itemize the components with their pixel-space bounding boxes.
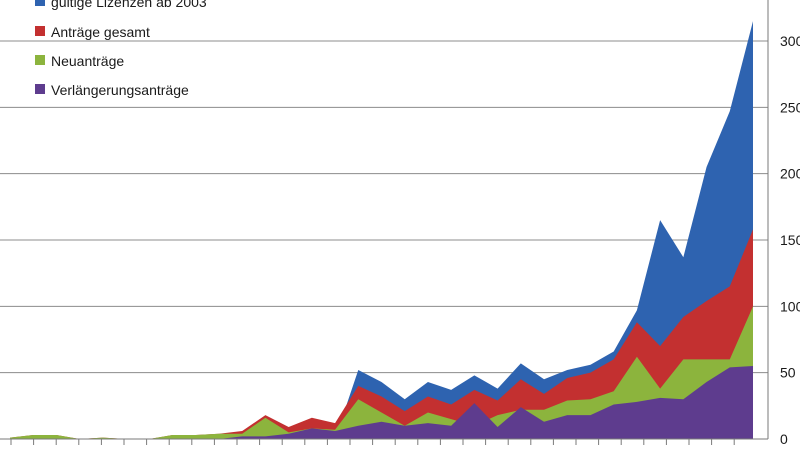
area-series-3	[10, 366, 753, 439]
y-tick-label-150: 150	[780, 232, 800, 248]
legend-label-3: Verlängerungsanträge	[51, 82, 189, 98]
y-tick-label-50: 50	[780, 365, 796, 381]
legend-swatch-1	[35, 26, 45, 36]
legend-label-0: gültige Lizenzen ab 2003	[51, 0, 207, 10]
legend-swatch-0	[35, 0, 45, 6]
legend-swatch-3	[35, 84, 45, 94]
y-tick-label-200: 200	[780, 166, 800, 182]
legend-label-2: Neuanträge	[51, 53, 124, 69]
y-tick-label-300: 300	[780, 33, 800, 49]
legend-swatch-2	[35, 55, 45, 65]
area-series	[10, 21, 753, 439]
y-axis-ticks: 0 50 100 150 200 250 300	[780, 33, 800, 447]
legend: gültige Lizenzen ab 2003 Anträge gesamt Ne…	[35, 0, 207, 98]
x-axis	[0, 0, 769, 445]
y-tick-label-0: 0	[780, 431, 788, 447]
area-series-1	[10, 229, 753, 439]
y-tick-label-100: 100	[780, 298, 800, 314]
legend-label-1: Anträge gesamt	[51, 24, 150, 40]
area-series-2	[10, 306, 753, 439]
y-tick-label-250: 250	[780, 99, 800, 115]
